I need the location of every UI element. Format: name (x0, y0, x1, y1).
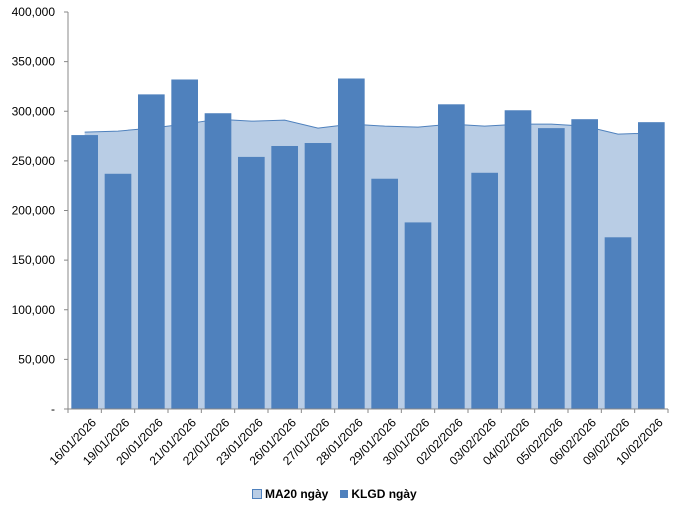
bar-klgd (471, 172, 498, 409)
legend-item-klgd: KLGD ngày (340, 487, 417, 501)
bar-klgd (304, 143, 332, 409)
bar-klgd (538, 128, 565, 409)
axis-layer (64, 11, 669, 413)
bar-klgd (404, 222, 432, 409)
y-tick-label: 50,000 (18, 352, 55, 366)
y-tick-label: 350,000 (12, 55, 56, 69)
y-tick-label: 100,000 (12, 303, 56, 317)
y-tick-label: 300,000 (12, 104, 56, 118)
bar-klgd (71, 135, 98, 409)
x-tick-labels: 16/01/202619/01/202620/01/202621/01/2026… (47, 415, 666, 468)
y-tick-labels: - 50,000 100,000 150,000 200,000 250,000 300,0… (12, 5, 56, 416)
ma20-area-layer (84, 118, 652, 409)
bar-klgd (638, 122, 665, 409)
bar-klgd (438, 104, 465, 410)
bar-klgd (571, 119, 598, 409)
legend: MA20 ngày KLGD ngày (252, 487, 429, 501)
bar-klgd (138, 94, 165, 409)
bar-klgd (271, 145, 298, 410)
legend-swatch-ma20 (252, 489, 262, 499)
bar-klgd (604, 237, 632, 409)
bar-klgd (371, 178, 398, 409)
y-tick-label: 250,000 (12, 154, 56, 168)
y-tick-label: - (51, 402, 55, 416)
legend-item-ma20: MA20 ngày (252, 487, 328, 501)
ma20-area (84, 119, 652, 409)
bar-klgd (238, 156, 265, 409)
legend-swatch-klgd (340, 490, 349, 498)
y-tick-label: 150,000 (12, 253, 56, 267)
bar-klgd (204, 113, 232, 410)
bar-klgd (171, 79, 198, 410)
legend-label-ma20: MA20 ngày (265, 487, 329, 501)
y-tick-label: 200,000 (12, 204, 56, 218)
bar-klgd (104, 173, 132, 409)
bar-klgd (338, 78, 365, 409)
bar-klgd (504, 110, 532, 409)
bar-layer (71, 78, 665, 410)
legend-label-klgd: KLGD ngày (351, 487, 417, 501)
y-tick-label: 400,000 (12, 5, 56, 19)
